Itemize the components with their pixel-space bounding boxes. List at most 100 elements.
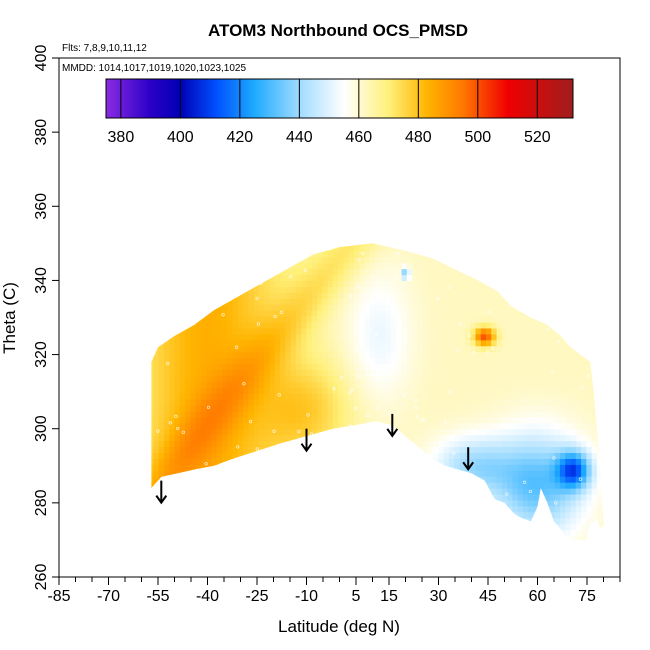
heat-cell — [274, 458, 281, 465]
heat-cell — [507, 452, 514, 459]
heat-cell — [464, 256, 471, 264]
heat-cell — [185, 292, 191, 299]
heat-cell — [602, 381, 604, 388]
heat-cell — [443, 511, 450, 519]
heat-cell — [327, 369, 334, 376]
heat-cell — [153, 321, 160, 329]
heat-cell — [507, 345, 514, 353]
heat-cell — [438, 482, 445, 489]
heat-cell — [369, 387, 376, 394]
heat-cell — [575, 310, 582, 317]
heat-cell — [274, 393, 281, 400]
sample-point — [256, 322, 261, 326]
heat-cell — [190, 286, 197, 293]
heat-cell — [359, 351, 366, 359]
heat-cell — [417, 357, 424, 365]
heat-cell — [153, 434, 160, 442]
heat-cell — [422, 476, 429, 483]
sample-point — [447, 390, 452, 394]
heat-cell — [576, 233, 582, 240]
heat-cell — [222, 310, 228, 317]
heat-cell — [206, 458, 213, 465]
heat-cell — [301, 499, 308, 507]
heat-cell — [480, 428, 487, 436]
heat-cell — [538, 369, 545, 376]
heat-cell — [258, 387, 265, 394]
heat-cell — [390, 399, 397, 406]
heat-cell — [264, 529, 271, 537]
heat-cell — [390, 416, 397, 424]
sample-point — [505, 492, 509, 496]
heat-cell — [591, 310, 598, 317]
heat-cell — [301, 375, 308, 382]
heat-cell — [158, 529, 165, 537]
heat-cell — [237, 434, 244, 442]
heat-cell — [470, 363, 477, 370]
heat-cell — [343, 333, 350, 341]
heat-cell — [338, 363, 345, 370]
heat-cell — [575, 327, 582, 335]
heat-cell — [264, 274, 271, 282]
heat-cell — [248, 375, 255, 382]
heat-cell — [151, 321, 154, 329]
heat-cell — [317, 280, 323, 287]
heat-cell — [496, 422, 503, 430]
heat-cell — [311, 316, 318, 323]
heat-cell — [343, 310, 350, 317]
heat-cell — [290, 327, 297, 335]
heat-cell — [533, 286, 540, 293]
heat-cell — [227, 470, 234, 477]
heat-cell — [396, 399, 403, 406]
heat-cell — [185, 381, 191, 388]
heat-cell — [206, 541, 212, 548]
heat-cell — [369, 333, 376, 341]
heat-cell — [222, 499, 228, 507]
heat-cell — [544, 458, 550, 465]
heat-cell — [269, 339, 276, 347]
heat-cell — [517, 304, 524, 311]
heat-cell — [200, 286, 207, 293]
heat-cell — [285, 286, 292, 293]
heat-cell — [385, 404, 392, 412]
heat-cell — [264, 399, 271, 406]
heat-cell — [306, 523, 313, 531]
heat-cell — [375, 416, 382, 424]
heat-cell — [306, 339, 313, 347]
heat-cell — [512, 541, 518, 548]
heat-cell — [264, 422, 271, 430]
heat-cell — [475, 446, 482, 454]
heat-cell — [554, 243, 561, 246]
heat-cell — [512, 351, 519, 359]
heat-cell — [306, 327, 313, 335]
heat-cell — [285, 233, 291, 240]
heat-cell — [512, 393, 519, 400]
heat-cell — [575, 345, 582, 353]
heat-cell — [454, 440, 461, 448]
heat-cell — [253, 404, 260, 412]
heat-cell — [243, 517, 250, 525]
heat-cell — [464, 470, 471, 477]
heat-cell — [163, 488, 170, 495]
heat-cell — [364, 243, 371, 246]
heat-cell — [385, 375, 392, 382]
heat-cell — [507, 410, 514, 418]
heat-cell — [248, 523, 255, 531]
heat-cell — [443, 363, 450, 370]
heat-cell — [417, 339, 424, 347]
heat-cell — [185, 499, 191, 507]
heat-cell — [602, 399, 604, 406]
heat-cell — [522, 511, 529, 519]
heat-cell — [248, 440, 255, 448]
heat-cell — [264, 268, 271, 276]
heat-cell — [464, 511, 471, 519]
heat-cell — [480, 410, 487, 418]
heat-cell — [454, 517, 461, 525]
heat-cell — [369, 339, 376, 347]
heat-cell — [317, 233, 323, 240]
heat-cell — [533, 440, 540, 448]
heat-cell — [306, 399, 313, 406]
heat-cell — [369, 434, 376, 442]
heat-cell — [359, 268, 366, 276]
heat-cell — [258, 476, 265, 483]
heat-cell — [290, 292, 297, 299]
